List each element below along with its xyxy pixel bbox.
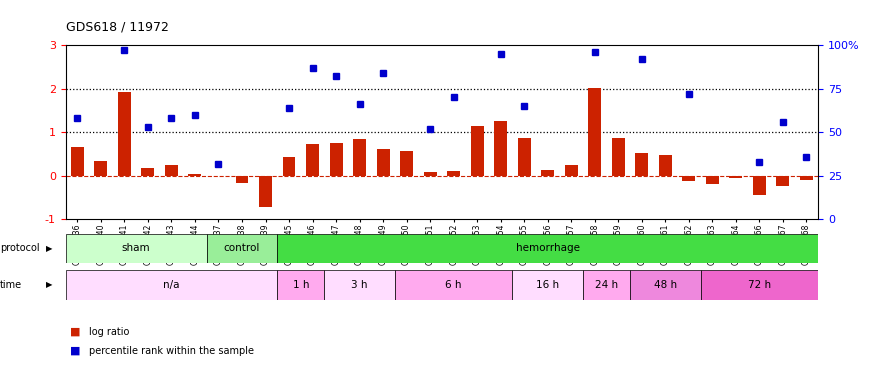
Bar — [752, 176, 766, 195]
Bar — [118, 92, 131, 176]
Bar — [513, 270, 583, 300]
Bar — [706, 176, 718, 184]
Bar — [66, 270, 277, 300]
Bar — [235, 176, 248, 183]
Bar — [277, 234, 818, 262]
Text: control: control — [224, 243, 260, 254]
Bar — [376, 149, 389, 176]
Bar — [701, 270, 818, 300]
Text: hemorrhage: hemorrhage — [515, 243, 580, 254]
Bar — [518, 138, 530, 176]
Bar — [471, 126, 484, 176]
Bar — [494, 121, 507, 176]
Text: ▶: ▶ — [46, 244, 52, 253]
Bar — [66, 234, 206, 262]
Bar — [776, 176, 789, 186]
Bar — [395, 270, 513, 300]
Bar — [682, 176, 696, 181]
Text: 1 h: 1 h — [292, 280, 309, 290]
Bar — [635, 153, 648, 176]
Bar — [564, 165, 578, 176]
Bar — [730, 176, 742, 178]
Bar — [306, 144, 319, 176]
Bar — [142, 168, 154, 176]
Text: ▶: ▶ — [46, 280, 52, 290]
Text: log ratio: log ratio — [89, 327, 130, 337]
Bar — [630, 270, 701, 300]
Bar — [400, 151, 413, 176]
Text: protocol: protocol — [0, 243, 39, 254]
Bar — [542, 170, 554, 176]
Bar — [588, 88, 601, 176]
Text: ■: ■ — [70, 327, 80, 337]
Bar — [800, 176, 813, 180]
Bar — [659, 155, 672, 176]
Bar — [188, 174, 201, 176]
Text: sham: sham — [122, 243, 150, 254]
Text: n/a: n/a — [164, 280, 179, 290]
Text: 3 h: 3 h — [352, 280, 367, 290]
Bar — [447, 171, 460, 176]
Text: 6 h: 6 h — [445, 280, 462, 290]
Bar — [283, 158, 296, 176]
Bar — [583, 270, 630, 300]
Bar — [325, 270, 395, 300]
Bar — [354, 139, 366, 176]
Bar — [94, 160, 108, 176]
Text: 16 h: 16 h — [536, 280, 559, 290]
Bar — [206, 234, 277, 262]
Text: 48 h: 48 h — [654, 280, 677, 290]
Bar — [612, 138, 625, 176]
Bar — [424, 172, 437, 176]
Text: GDS618 / 11972: GDS618 / 11972 — [66, 21, 169, 34]
Bar — [165, 165, 178, 176]
Text: time: time — [0, 280, 22, 290]
Bar — [277, 270, 325, 300]
Text: ■: ■ — [70, 346, 80, 355]
Text: percentile rank within the sample: percentile rank within the sample — [89, 346, 255, 355]
Text: 72 h: 72 h — [748, 280, 771, 290]
Bar — [71, 147, 84, 176]
Bar — [330, 143, 342, 176]
Bar — [259, 176, 272, 207]
Text: 24 h: 24 h — [595, 280, 618, 290]
